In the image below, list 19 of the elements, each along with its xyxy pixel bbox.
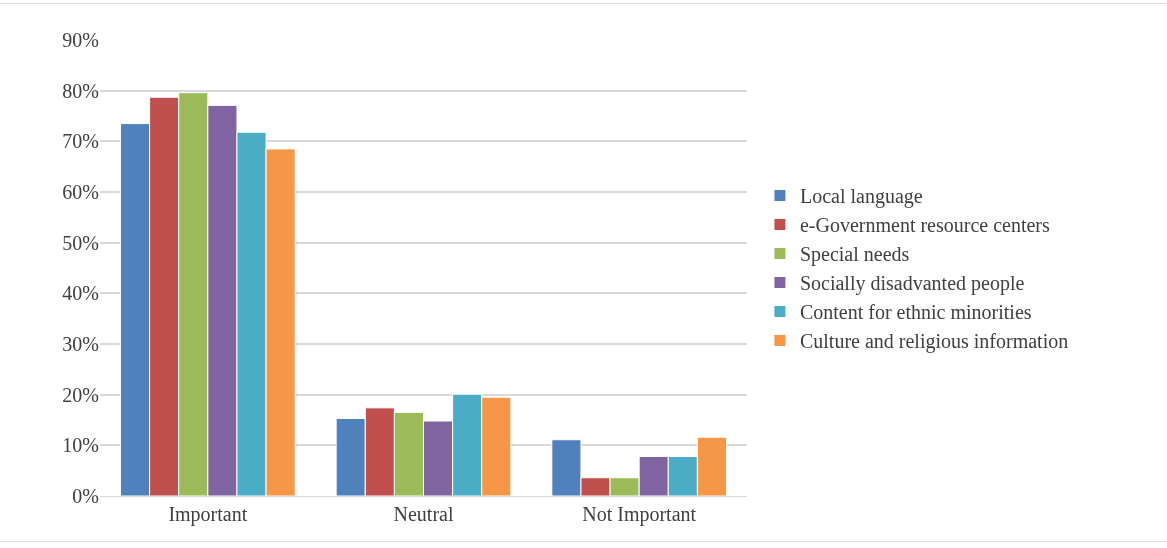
legend-label: Socially disadvanted people (799, 272, 1025, 296)
legend-label: e-Government resource centers (799, 214, 1051, 237)
y-tick-label: 30% (62, 333, 99, 355)
y-tick-label: 10% (62, 434, 99, 457)
y-tick-label: 20% (62, 383, 99, 406)
legend-label: Special needs (799, 243, 910, 267)
y-tick-label: 40% (62, 282, 99, 305)
x-tick-label: Important (168, 503, 248, 526)
y-tick-label: 0% (72, 485, 99, 507)
y-tick-label: 50% (62, 231, 99, 254)
y-tick-label: 60% (62, 181, 99, 203)
legend-label: Culture and religious information (799, 330, 1069, 354)
y-tick-label: 80% (62, 79, 99, 102)
legend-label: Content for ethnic minorities (799, 301, 1032, 324)
legend-label: Local language (799, 185, 923, 209)
x-tick-label: Not Important (582, 503, 697, 526)
y-tick-label: 90% (62, 29, 99, 51)
y-tick-label: 70% (62, 130, 99, 153)
x-tick-label: Neutral (393, 503, 454, 525)
